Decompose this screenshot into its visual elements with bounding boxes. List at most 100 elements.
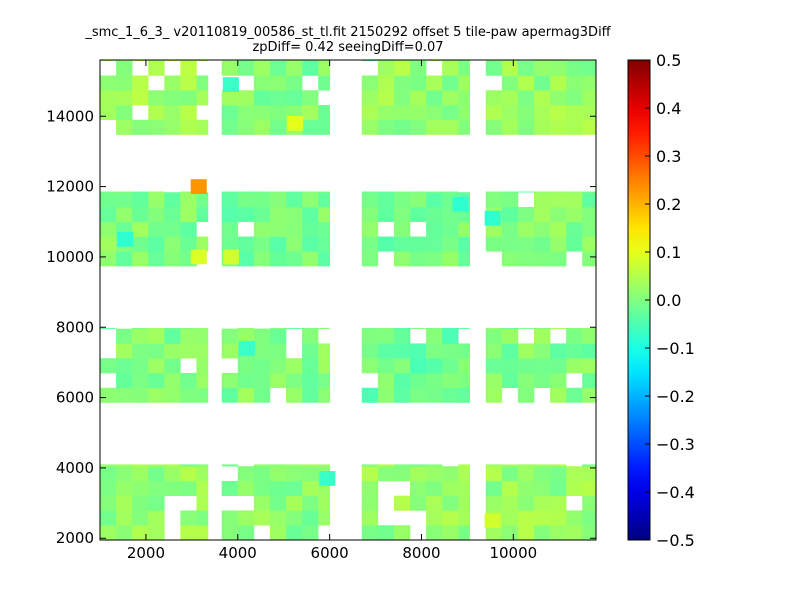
heatmap-cell xyxy=(269,480,287,496)
heatmap-cell xyxy=(410,60,427,76)
heatmap-cell xyxy=(582,387,596,403)
heatmap-cell xyxy=(458,105,471,121)
heatmap-cell xyxy=(116,358,133,374)
heatmap-cell xyxy=(221,387,239,403)
heatmap-cell xyxy=(116,495,133,511)
heatmap-cell xyxy=(410,191,427,193)
heatmap-cell xyxy=(393,119,411,135)
heatmap-cell xyxy=(253,328,271,344)
heatmap-cell xyxy=(286,372,303,389)
heatmap-cell xyxy=(180,236,197,252)
heatmap-cell xyxy=(132,525,149,540)
heatmap-cell xyxy=(221,343,239,359)
heatmap-cell xyxy=(550,510,567,526)
heatmap-cell xyxy=(318,119,330,135)
heatmap-cell xyxy=(302,358,319,374)
heatmap-cell xyxy=(253,191,271,193)
heatmap-cell xyxy=(501,236,519,252)
heatmap-cell xyxy=(180,60,197,62)
heatmap-cell xyxy=(132,510,149,526)
heatmap-cell xyxy=(180,327,197,329)
heatmap-cell xyxy=(286,236,303,252)
heatmap-cell xyxy=(253,236,271,252)
heatmap-cell xyxy=(458,75,471,91)
heatmap-cell xyxy=(582,372,596,389)
heatmap-cell xyxy=(180,464,197,467)
heatmap-cell xyxy=(253,510,271,526)
heatmap-cell xyxy=(237,236,255,252)
heatmap-cell xyxy=(361,466,379,482)
heatmap-cell xyxy=(237,191,255,193)
heatmap-cell xyxy=(485,480,503,496)
heatmap-cell xyxy=(410,495,427,511)
heatmap-cell xyxy=(148,119,165,135)
heatmap-cell xyxy=(164,221,181,237)
heatmap-cell xyxy=(517,480,535,496)
heatmap-cell xyxy=(164,75,181,91)
heatmap-cell xyxy=(534,119,551,135)
heatmap-cell xyxy=(582,495,596,511)
heatmap-cell xyxy=(164,251,181,267)
heatmap-cell xyxy=(180,480,197,496)
heatmap-cell-outlier xyxy=(117,231,134,247)
heatmap-cell xyxy=(534,75,551,91)
heatmap-cell xyxy=(442,105,459,121)
heatmap-cell xyxy=(318,480,330,496)
heatmap-cell xyxy=(148,60,165,62)
heatmap-cell xyxy=(253,387,271,403)
heatmap-cell xyxy=(426,327,443,329)
heatmap-cell xyxy=(426,105,443,121)
heatmap-cell xyxy=(132,372,149,389)
heatmap-cell xyxy=(116,466,133,482)
heatmap-cell xyxy=(302,206,319,223)
heatmap-cell xyxy=(318,191,330,193)
heatmap-cell xyxy=(286,495,303,511)
heatmap-cell xyxy=(196,372,209,389)
heatmap-cell xyxy=(534,236,551,252)
heatmap-cell xyxy=(550,387,567,403)
heatmap-cell xyxy=(196,495,209,511)
heatmap-cell xyxy=(550,372,567,389)
heatmap-cell xyxy=(196,343,209,359)
heatmap-cell xyxy=(410,90,427,106)
heatmap-cell xyxy=(501,191,519,193)
heatmap-cell xyxy=(318,387,330,403)
heatmap-cell xyxy=(286,464,303,467)
heatmap-cell xyxy=(550,60,567,76)
heatmap-cell xyxy=(302,525,319,540)
heatmap-cell xyxy=(253,495,271,511)
heatmap-cell xyxy=(100,192,117,208)
heatmap-cell xyxy=(269,191,287,193)
y-tick-label: 2000 xyxy=(56,529,94,547)
heatmap-cell xyxy=(485,372,503,389)
heatmap-cell xyxy=(180,105,197,121)
heatmap-cell xyxy=(221,105,239,121)
heatmap-cell xyxy=(534,327,551,329)
heatmap-cell xyxy=(318,372,330,389)
heatmap-cell xyxy=(100,221,117,237)
heatmap-cell xyxy=(550,119,567,135)
heatmap-cell xyxy=(442,495,459,511)
heatmap-cell-outlier xyxy=(190,249,207,265)
heatmap-cell xyxy=(442,525,459,540)
heatmap-cell xyxy=(180,90,197,106)
heatmap-cell xyxy=(318,510,330,526)
heatmap-cell xyxy=(566,192,583,208)
heatmap-cell xyxy=(269,236,287,252)
heatmap-cell xyxy=(426,192,443,208)
heatmap-cell xyxy=(196,525,209,540)
heatmap-cell xyxy=(426,358,443,374)
colorbar-tick-label: 0.3 xyxy=(656,147,681,166)
heatmap-cell xyxy=(442,60,459,76)
heatmap-cell-outlier xyxy=(190,179,207,194)
heatmap-cell xyxy=(116,60,133,76)
heatmap-cell xyxy=(566,387,583,403)
heatmap-cell xyxy=(393,192,411,208)
heatmap-cell xyxy=(318,60,330,62)
heatmap-cell xyxy=(221,236,239,252)
heatmap-cell xyxy=(116,464,133,467)
heatmap-cell xyxy=(582,327,596,329)
heatmap-cell xyxy=(582,525,596,540)
heatmap-cell xyxy=(148,221,165,237)
